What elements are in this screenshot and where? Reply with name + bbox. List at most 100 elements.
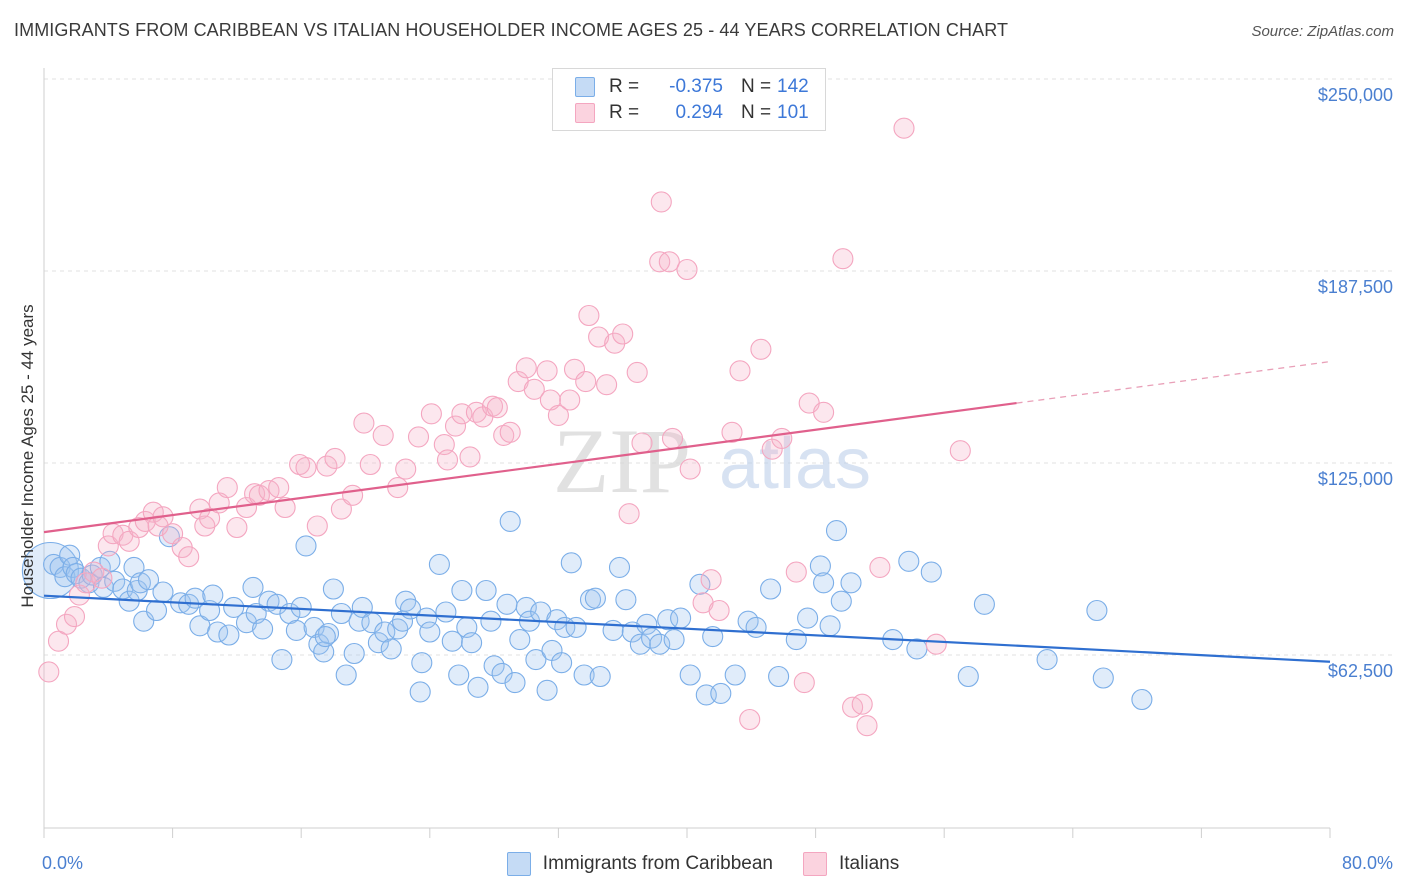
data-point-italians bbox=[359, 453, 381, 476]
data-point-caribbean bbox=[322, 578, 344, 600]
data-point-italians bbox=[342, 484, 364, 506]
data-point-italians bbox=[925, 633, 947, 655]
data-point-italians bbox=[631, 432, 653, 454]
data-point-italians bbox=[813, 401, 835, 423]
y-tick-label: $187,500 bbox=[1318, 277, 1393, 297]
data-point-caribbean bbox=[615, 589, 637, 611]
trend-line-italians-extension bbox=[1016, 360, 1331, 404]
data-point-caribbean bbox=[813, 572, 835, 594]
legend-n-key: N = bbox=[741, 76, 772, 97]
data-point-italians bbox=[128, 516, 150, 539]
data-point-caribbean bbox=[663, 629, 685, 651]
data-point-italians bbox=[604, 332, 626, 354]
data-point-italians bbox=[134, 510, 156, 532]
data-point-caribbean bbox=[710, 682, 732, 704]
data-point-italians bbox=[63, 606, 86, 628]
data-point-caribbean bbox=[573, 664, 595, 686]
data-point-italians bbox=[949, 440, 971, 462]
data-point-italians bbox=[771, 427, 793, 449]
legend-r-value: 0.294 bbox=[675, 102, 723, 123]
data-point-caribbean bbox=[1036, 649, 1058, 671]
data-point-caribbean bbox=[584, 587, 606, 609]
trend-lines bbox=[43, 360, 1331, 663]
data-point-caribbean bbox=[1131, 688, 1153, 711]
data-point-italians bbox=[515, 357, 537, 379]
data-point-italians bbox=[650, 191, 672, 213]
data-point-caribbean bbox=[809, 555, 831, 577]
correlation-legend: R = -0.375 N = 142 R = 0.294 N = 101 bbox=[552, 68, 826, 131]
data-point-caribbean bbox=[411, 652, 433, 674]
data-point-italians bbox=[97, 535, 119, 557]
data-point-caribbean bbox=[129, 572, 151, 594]
data-point-caribbean bbox=[670, 607, 692, 629]
data-point-caribbean bbox=[451, 579, 473, 602]
data-point-caribbean bbox=[768, 665, 790, 688]
data-point-caribbean bbox=[840, 572, 862, 594]
data-point-italians bbox=[750, 338, 772, 360]
data-point-italians bbox=[444, 415, 467, 437]
data-point-caribbean bbox=[59, 544, 81, 566]
data-point-caribbean bbox=[689, 573, 711, 595]
data-point-caribbean bbox=[525, 649, 547, 671]
data-point-caribbean bbox=[509, 629, 531, 651]
series-swatch-caribbean bbox=[506, 852, 531, 876]
data-point-italians bbox=[178, 546, 200, 568]
data-point-caribbean bbox=[441, 630, 463, 652]
data-point-caribbean bbox=[242, 576, 264, 598]
data-point-caribbean bbox=[898, 550, 920, 572]
y-tick-label: $125,000 bbox=[1318, 469, 1393, 489]
data-point-caribbean bbox=[374, 621, 396, 643]
data-point-caribbean bbox=[1086, 599, 1108, 622]
data-point-italians bbox=[306, 515, 328, 537]
series-legend-italians[interactable]: Italians bbox=[803, 852, 899, 876]
data-point-italians bbox=[91, 567, 113, 589]
data-point-italians bbox=[700, 569, 722, 591]
data-point-caribbean bbox=[335, 664, 357, 686]
data-point-caribbean bbox=[546, 609, 568, 631]
data-point-italians bbox=[407, 426, 430, 448]
watermark-atlas: atlas bbox=[719, 424, 871, 504]
x-tick-label: 80.0% bbox=[1342, 853, 1393, 873]
data-point-italians bbox=[274, 496, 296, 519]
series-legend: Immigrants from Caribbean Italians bbox=[0, 852, 1406, 876]
legend-n-value: 142 bbox=[777, 76, 809, 97]
data-point-caribbean bbox=[973, 593, 995, 615]
data-point-caribbean bbox=[380, 638, 402, 660]
data-point-italians bbox=[75, 572, 97, 594]
data-point-caribbean bbox=[330, 602, 352, 625]
data-point-caribbean bbox=[797, 607, 819, 629]
data-point-italians bbox=[739, 708, 761, 731]
axes bbox=[43, 68, 1331, 838]
legend-swatch-italians bbox=[575, 103, 595, 123]
data-point-italians bbox=[612, 323, 634, 345]
legend-r-key: R = bbox=[609, 76, 640, 97]
data-point-caribbean bbox=[825, 520, 848, 542]
legend-n-value: 101 bbox=[777, 102, 809, 123]
data-point-italians bbox=[679, 458, 701, 480]
legend-n-key: N = bbox=[741, 102, 772, 123]
data-point-italians bbox=[372, 424, 394, 446]
data-point-caribbean bbox=[536, 679, 558, 701]
data-point-italians bbox=[289, 453, 311, 476]
data-point-italians bbox=[216, 477, 238, 499]
trend-line-caribbean bbox=[43, 594, 1331, 663]
data-point-caribbean bbox=[499, 510, 521, 532]
data-point-italians bbox=[395, 458, 417, 480]
data-point-caribbean bbox=[152, 581, 174, 603]
data-point-italians bbox=[729, 360, 751, 382]
source-label[interactable]: Source: ZipAtlas.com bbox=[1251, 23, 1394, 40]
data-point-italians bbox=[330, 498, 352, 520]
legend-row-caribbean: R = -0.375 N = 142 bbox=[575, 75, 809, 99]
data-point-caribbean bbox=[496, 593, 518, 615]
data-point-italians bbox=[248, 484, 270, 506]
data-point-caribbean bbox=[785, 629, 807, 651]
data-point-italians bbox=[523, 378, 545, 400]
data-point-caribbean bbox=[565, 616, 587, 638]
data-point-italians bbox=[793, 672, 815, 694]
series-legend-caribbean[interactable]: Immigrants from Caribbean bbox=[506, 852, 773, 876]
data-point-italians bbox=[547, 404, 569, 426]
data-point-caribbean bbox=[271, 649, 293, 671]
data-point-caribbean bbox=[409, 681, 431, 703]
data-point-italians bbox=[851, 693, 873, 715]
